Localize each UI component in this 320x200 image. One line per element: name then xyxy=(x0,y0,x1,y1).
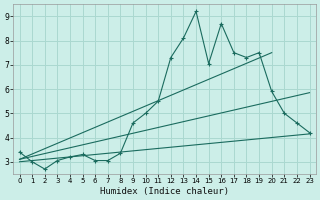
X-axis label: Humidex (Indice chaleur): Humidex (Indice chaleur) xyxy=(100,187,229,196)
